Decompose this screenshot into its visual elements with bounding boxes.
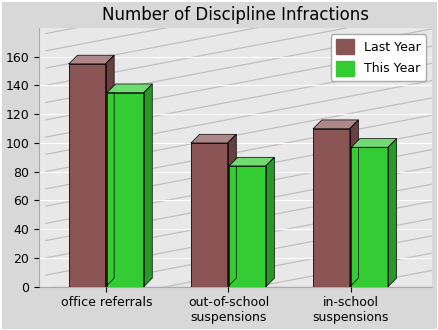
Bar [351,147,388,287]
Polygon shape [266,157,274,287]
Bar [107,93,144,287]
Polygon shape [45,287,438,295]
Polygon shape [144,84,152,287]
Polygon shape [229,157,274,166]
Bar [191,143,228,287]
Polygon shape [69,55,114,64]
Polygon shape [313,120,358,129]
Polygon shape [107,84,152,93]
Polygon shape [106,55,114,287]
Bar [313,129,350,287]
Polygon shape [351,139,396,147]
Bar [229,166,266,287]
Polygon shape [228,134,236,287]
Polygon shape [388,139,396,287]
Legend: Last Year, This Year: Last Year, This Year [331,34,426,81]
Polygon shape [191,134,236,143]
Title: Number of Discipline Infractions: Number of Discipline Infractions [102,6,369,23]
Polygon shape [350,120,358,287]
Bar [69,64,106,287]
